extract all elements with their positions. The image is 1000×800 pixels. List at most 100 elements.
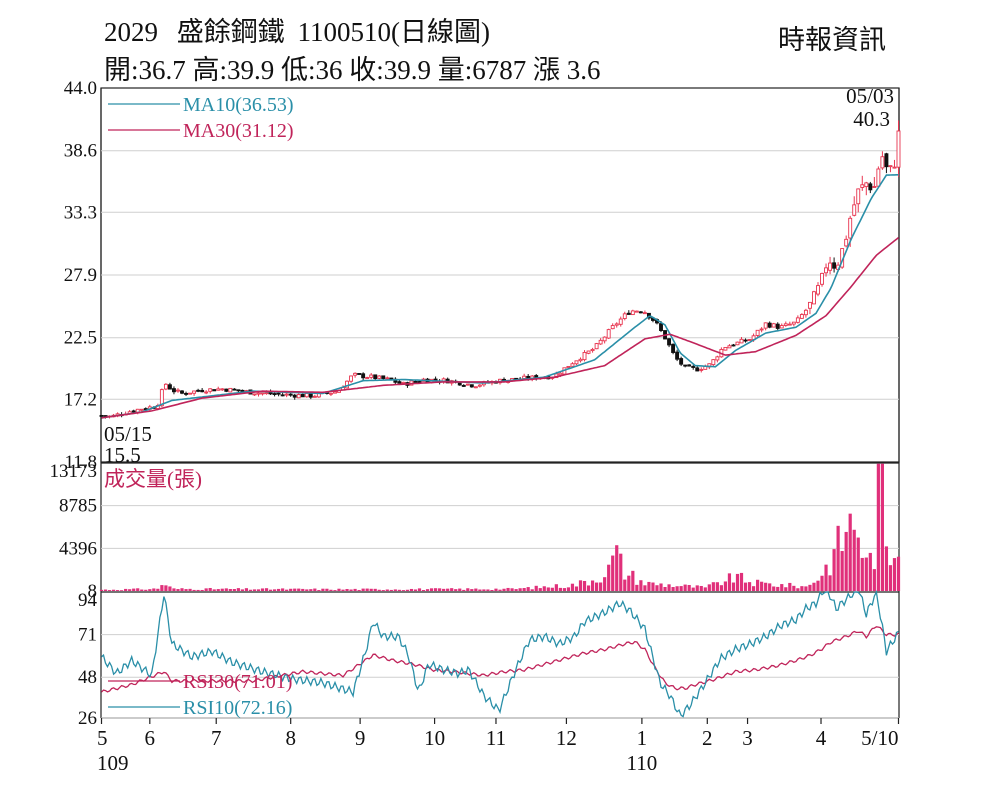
volume-bar [727, 573, 732, 591]
volume-bar [381, 590, 385, 591]
volume-bar [333, 590, 337, 591]
volume-bar [812, 582, 816, 591]
candle-body [397, 381, 402, 384]
candle-body [622, 313, 627, 319]
volume-bar [590, 580, 595, 591]
volume-bar [695, 585, 699, 591]
volume-bar [188, 588, 192, 591]
volume-bar [421, 589, 426, 591]
candle-body [216, 388, 221, 391]
candle-body [598, 339, 603, 345]
candle-body [860, 184, 865, 188]
candle-body [787, 323, 792, 326]
volume-bar [385, 589, 389, 591]
volume-bar [550, 587, 554, 591]
volume-bar [780, 584, 784, 591]
candle-body [715, 356, 720, 361]
candle-body [167, 384, 172, 390]
candle-body [723, 346, 728, 351]
stock-code: 2029 [104, 17, 158, 47]
volume-bar [860, 557, 864, 591]
candle-body [296, 394, 301, 399]
candle-body [884, 153, 889, 168]
candle-body [667, 338, 672, 346]
volume-bar [884, 546, 889, 591]
volume-bar [659, 583, 663, 591]
volume-bar [433, 588, 438, 591]
candle-body [642, 312, 647, 315]
rsi-line-rsi30 [101, 626, 899, 693]
candle-body [256, 392, 261, 395]
volume-bar [168, 586, 172, 591]
candle-body [675, 351, 680, 360]
volume-bar [808, 584, 812, 591]
volume-bar [792, 585, 796, 591]
candle-body [328, 392, 333, 395]
volume-bar [369, 588, 373, 591]
month-label: 9 [355, 726, 366, 750]
candle-body [691, 366, 696, 368]
volume-bar [534, 585, 538, 591]
candle-body [224, 388, 229, 392]
volume-bar [377, 589, 381, 591]
volume-bar [756, 579, 760, 591]
volume-bar [518, 588, 522, 591]
candle-body [888, 165, 893, 168]
volume-bar [184, 589, 188, 591]
volume-bar [160, 585, 164, 591]
volume-bar [542, 586, 546, 591]
volume-bar [325, 588, 329, 591]
volume-bar [562, 588, 567, 591]
volume-bar [176, 589, 180, 591]
volume-bar [631, 570, 635, 591]
volume-bar [268, 589, 273, 591]
volume-bar [341, 589, 345, 591]
candle-body [353, 372, 358, 376]
volume-bar [558, 587, 562, 591]
volume-bar [228, 588, 232, 591]
stock-name: 盛餘鋼鐵 [176, 17, 285, 47]
volume-bar [256, 589, 261, 591]
candle-body [469, 384, 474, 388]
volume-bar [442, 588, 446, 591]
candle-body [820, 272, 824, 285]
high-date-annotation: 05/03 [846, 84, 894, 108]
candle-body [365, 377, 370, 380]
candle-body [240, 389, 245, 392]
candle-body [586, 350, 591, 354]
volume-bar [643, 585, 647, 591]
rsi-legend-label-rsi10: RSI10(72.16) [183, 697, 292, 719]
volume-bar [349, 589, 353, 591]
volume-bar [264, 588, 269, 591]
volume-bar [99, 589, 104, 591]
volume-bar [691, 587, 695, 591]
volume-bar [244, 588, 249, 591]
volume-bar [124, 588, 128, 591]
candle-body [522, 375, 527, 380]
candle-body [590, 348, 595, 352]
price-tick-label: 38.6 [64, 141, 97, 162]
volume-bar [192, 589, 196, 591]
volume-bar [285, 589, 289, 591]
candle-body [401, 381, 406, 384]
candle-body [683, 364, 688, 367]
volume-bar [144, 589, 148, 591]
high-value-annotation: 40.3 [853, 107, 890, 131]
volume-bar [683, 584, 687, 591]
year-label: 110 [627, 751, 658, 775]
volume-bar [582, 580, 587, 591]
candle-body [638, 311, 643, 314]
ma-line-ma30 [101, 236, 899, 419]
volume-bar [397, 589, 401, 591]
candle-body [300, 394, 305, 398]
candle-body [566, 365, 571, 368]
candle-body [276, 392, 281, 395]
volume-bar [611, 555, 615, 591]
candle-body [876, 168, 881, 187]
volume-bar [554, 584, 558, 591]
candle-body [477, 384, 482, 387]
volume-bar [735, 573, 740, 591]
candle-body [304, 392, 309, 398]
candle-body [783, 323, 788, 326]
volume-bar [425, 589, 430, 591]
